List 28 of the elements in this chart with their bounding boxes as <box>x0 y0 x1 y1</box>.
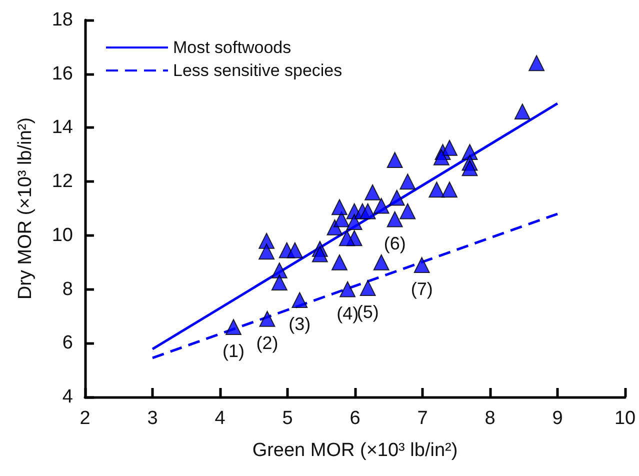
legend-label: Less sensitive species <box>173 61 342 80</box>
x-tick-label: 5 <box>282 408 293 429</box>
legend-label: Most softwoods <box>173 38 292 57</box>
annotation: (1) <box>222 340 244 361</box>
x-tick-label: 6 <box>350 408 360 429</box>
x-tick-label: 7 <box>417 408 428 429</box>
y-tick-label: 10 <box>52 224 73 246</box>
y-tick-label: 12 <box>52 171 73 192</box>
y-tick-label: 18 <box>52 10 73 30</box>
x-tick-label: 8 <box>484 408 496 429</box>
x-tick-label: 2 <box>80 408 90 429</box>
y-tick-label: 4 <box>62 386 74 408</box>
y-axis-title: Dry MOR (×10³ lb/in²) <box>15 117 36 300</box>
x-axis-title: Green MOR (×10³ lb/in²) <box>252 440 458 461</box>
annotation: (4) <box>336 303 359 324</box>
y-tick-label: 6 <box>62 332 73 354</box>
annotation: (2) <box>256 332 278 353</box>
annotation: (7) <box>410 279 433 300</box>
y-tick-label: 14 <box>52 117 74 138</box>
x-tick-label: 4 <box>214 408 226 429</box>
annotation: (5) <box>356 302 379 322</box>
x-tick-label: 9 <box>552 408 563 429</box>
x-tick-label: 3 <box>147 408 158 429</box>
x-tick-label: 10 <box>614 408 636 429</box>
y-tick-label: 8 <box>62 278 73 300</box>
annotation: (6) <box>384 233 406 254</box>
annotation: (3) <box>288 314 311 334</box>
y-tick-label: 16 <box>52 63 73 84</box>
